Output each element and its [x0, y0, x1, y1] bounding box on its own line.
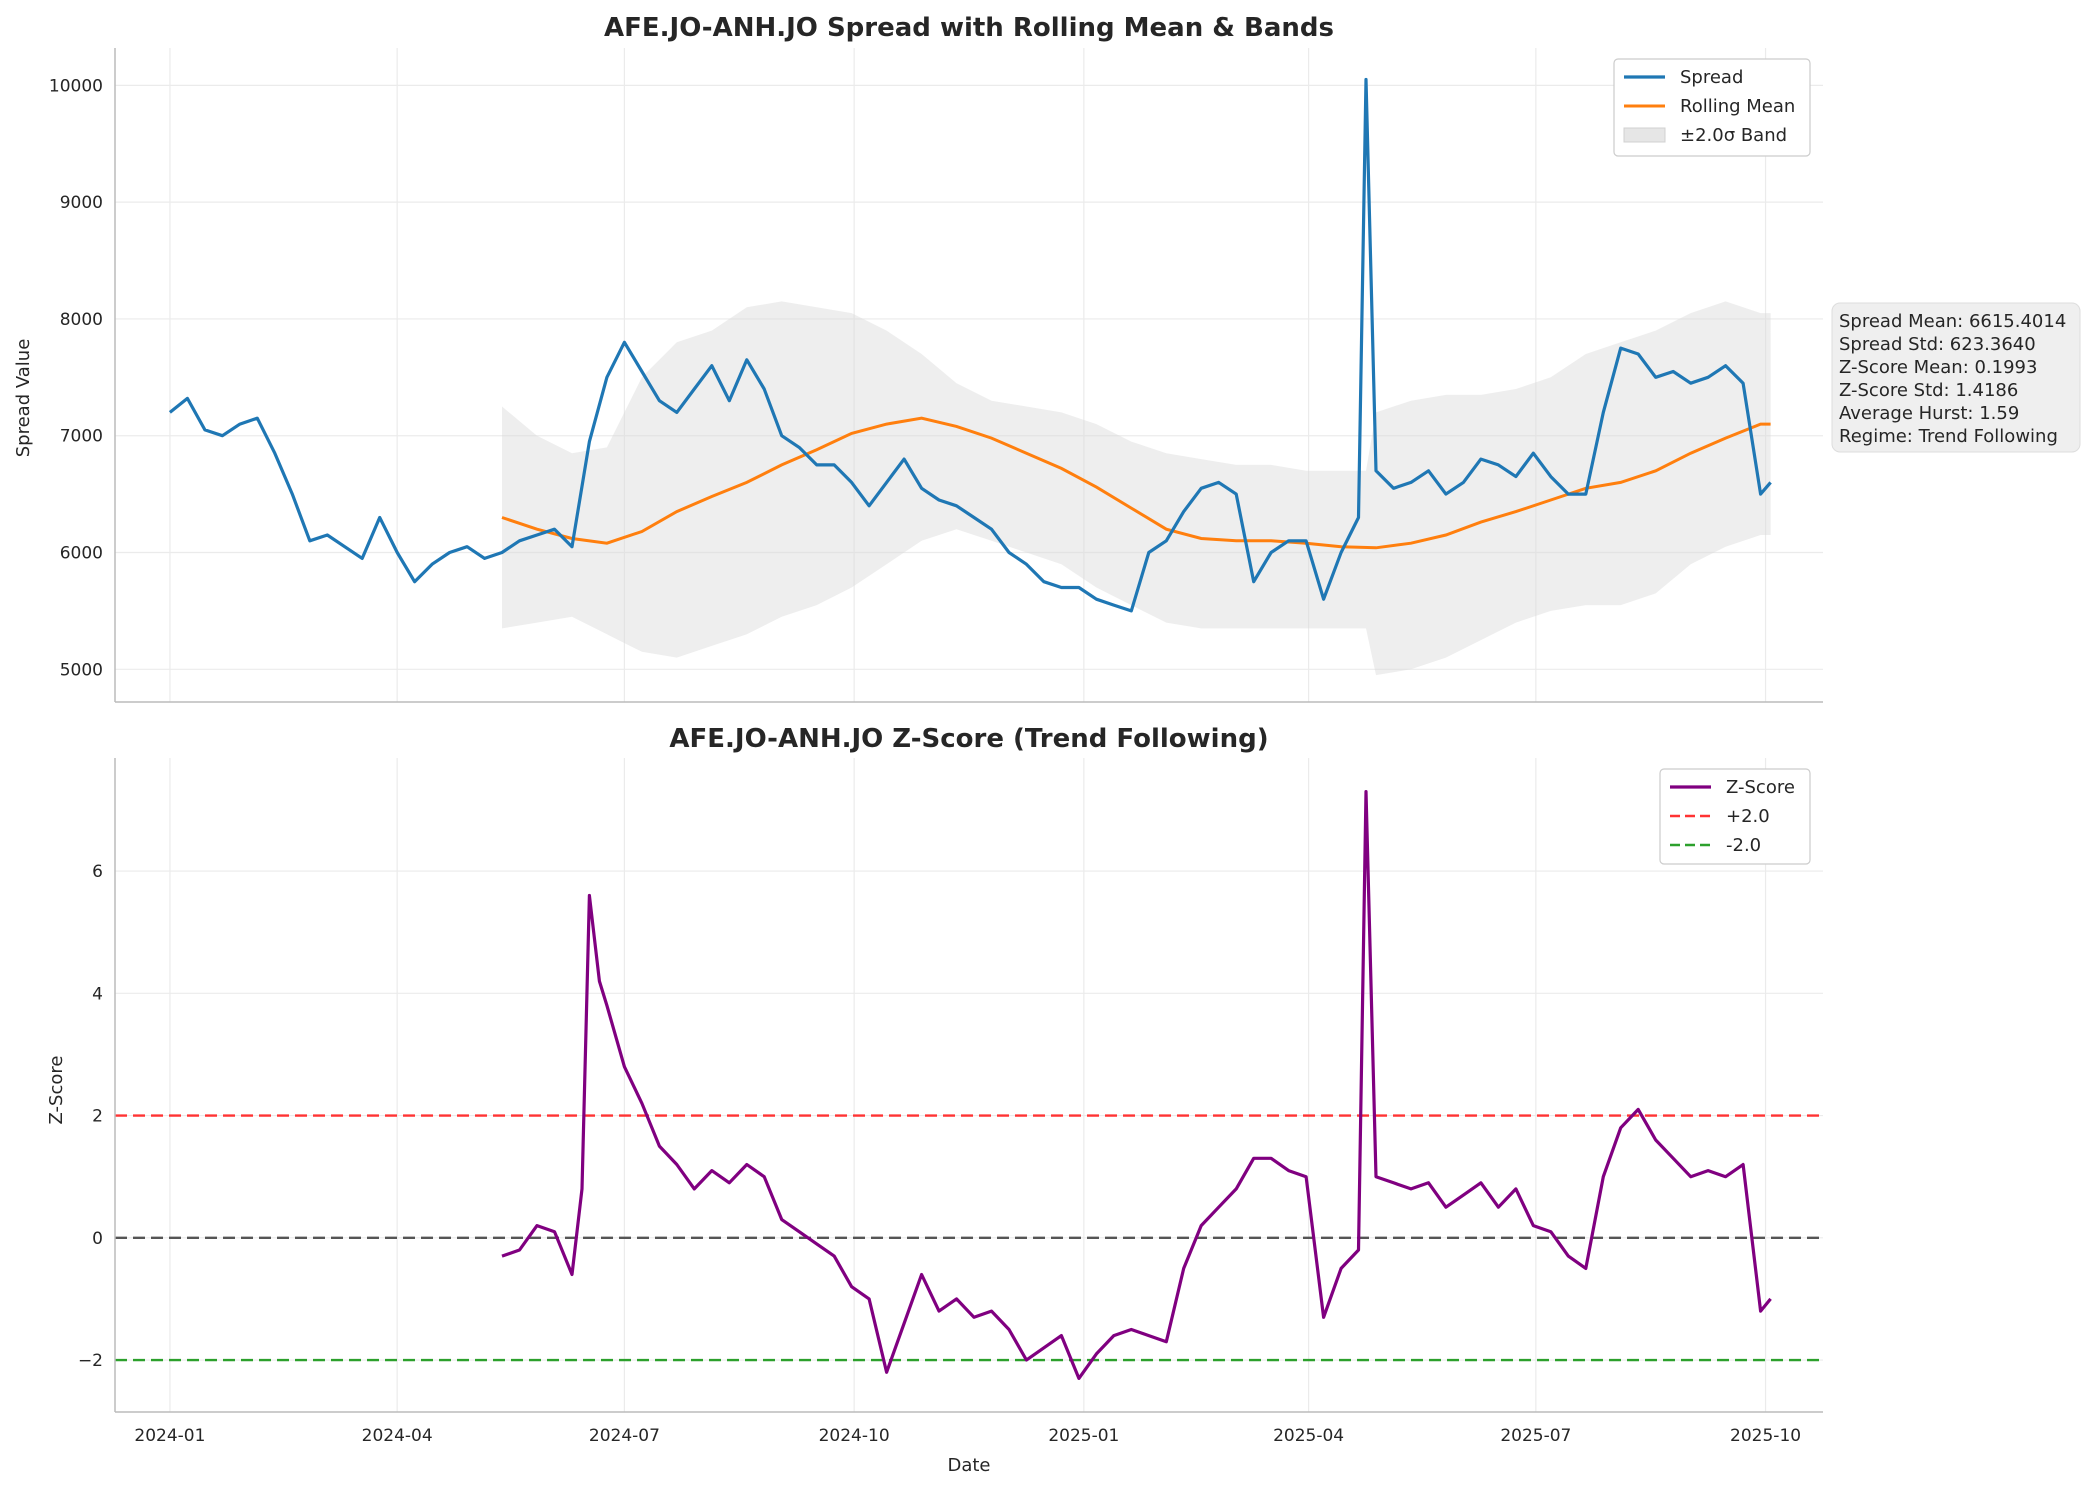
- zscore-line: [501, 790, 1772, 1380]
- legend-swatch-band: [1623, 127, 1666, 143]
- y-tick-label: 6: [92, 862, 103, 882]
- stats-line-average-hurst: Average Hurst: 1.59: [1839, 403, 2019, 424]
- y-tick-label: 10000: [49, 76, 103, 96]
- spread-chart-title: AFE.JO-ANH.JO Spread with Rolling Mean &…: [604, 13, 1334, 43]
- spread-line: [168, 77, 1772, 613]
- zscore-chart-title: AFE.JO-ANH.JO Z-Score (Trend Following): [669, 724, 1268, 754]
- x-tick-label: 2025-07: [1500, 1426, 1571, 1446]
- spread-axes: [114, 48, 1823, 703]
- stats-line-zscore-mean: Z-Score Mean: 0.1993: [1839, 357, 2037, 378]
- stats-box: Spread Mean: 6615.4014 Spread Std: 623.3…: [1831, 302, 2081, 453]
- y-tick-label: 6000: [60, 544, 103, 564]
- zscore-y-ticks: −2 0 2 4 6: [78, 862, 103, 1371]
- band-area: [502, 301, 1771, 676]
- spread-panel: 5000 6000 7000 8000 9000 10000 AFE.JO-ANH.JO …: [13, 13, 1823, 703]
- y-tick-label: −2: [78, 1351, 103, 1371]
- spread-y-axis-label: Spread Value: [13, 339, 34, 458]
- y-tick-label: 9000: [60, 193, 103, 213]
- date-x-axis-label: Date: [947, 1455, 990, 1476]
- x-tick-label: 2025-01: [1048, 1426, 1119, 1446]
- legend-label-lower-threshold: -2.0: [1726, 835, 1761, 856]
- zscore-panel: −2 0 2 4 6 2024-01 2024-04 2024-07 2024-10 2025-…: [46, 724, 1823, 1476]
- zscore-y-axis-label: Z-Score: [46, 1056, 67, 1125]
- x-tick-label: 2024-10: [819, 1426, 890, 1446]
- stats-box-background: [1831, 302, 2081, 453]
- y-tick-label: 2: [92, 1107, 103, 1127]
- stats-line-regime: Regime: Trend Following: [1839, 426, 2058, 447]
- date-x-ticks: 2024-01 2024-04 2024-07 2024-10 2025-01 2025-…: [134, 1426, 1801, 1446]
- legend-label-rolling-mean: Rolling Mean: [1680, 96, 1795, 117]
- y-tick-label: 5000: [60, 660, 103, 680]
- y-tick-label: 0: [92, 1229, 103, 1249]
- y-tick-label: 4: [92, 984, 103, 1004]
- spread-y-ticks: 5000 6000 7000 8000 9000 10000: [49, 76, 103, 680]
- x-tick-label: 2024-04: [362, 1426, 433, 1446]
- legend-label-upper-threshold: +2.0: [1726, 806, 1770, 827]
- x-tick-label: 2024-01: [134, 1426, 205, 1446]
- stats-line-zscore-std: Z-Score Std: 1.4186: [1839, 380, 2018, 401]
- legend-label-band: ±2.0σ Band: [1680, 125, 1787, 146]
- rolling-mean-line: [501, 416, 1771, 550]
- stats-line-spread-mean: Spread Mean: 6615.4014: [1839, 311, 2066, 332]
- x-tick-label: 2025-10: [1730, 1426, 1801, 1446]
- legend-label-zscore: Z-Score: [1726, 777, 1795, 798]
- x-tick-label: 2024-07: [589, 1426, 660, 1446]
- x-tick-label: 2025-04: [1273, 1426, 1344, 1446]
- y-tick-label: 8000: [60, 310, 103, 330]
- zscore-legend-box: [1659, 768, 1811, 865]
- spread-grid: [115, 48, 1823, 702]
- stats-line-spread-std: Spread Std: 623.3640: [1839, 334, 2036, 355]
- spread-legend: Spread Rolling Mean ±2.0σ Band: [1613, 58, 1811, 157]
- zscore-axes: [114, 758, 1823, 1413]
- zscore-legend: Z-Score +2.0 -2.0: [1659, 768, 1811, 865]
- legend-label-spread: Spread: [1680, 67, 1743, 88]
- y-tick-label: 7000: [60, 427, 103, 447]
